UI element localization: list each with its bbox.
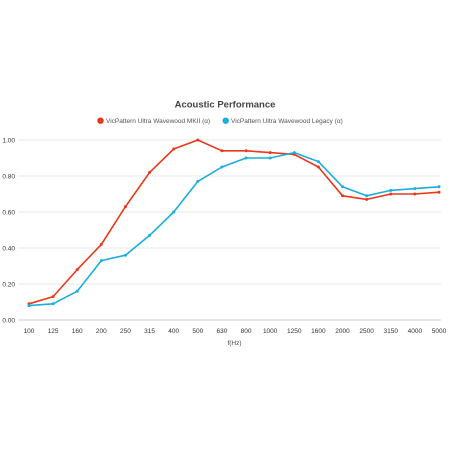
data-point: [268, 151, 272, 155]
data-point: [437, 190, 441, 194]
data-point: [99, 242, 103, 246]
x-tick-label: 400: [168, 328, 179, 335]
series-line: [28, 151, 440, 307]
gridlines: [18, 139, 441, 321]
x-tick-label: 250: [120, 328, 131, 335]
data-point: [196, 179, 200, 183]
legend-marker-legacy: [222, 117, 229, 124]
x-tick-label: 4000: [408, 328, 423, 335]
data-point: [365, 194, 369, 198]
data-point: [51, 295, 55, 299]
chart-legend: VicPattern Ultra Wavewood MKII (α) VicPa…: [97, 117, 343, 125]
data-point: [220, 165, 224, 169]
data-point: [196, 138, 200, 142]
x-tick-label: 2000: [335, 328, 350, 335]
y-tick-label: 0.00: [2, 317, 15, 324]
x-tick-label: 200: [96, 328, 107, 335]
data-point: [341, 185, 345, 189]
data-point: [99, 259, 103, 263]
series-layer: [27, 138, 441, 308]
legend-label-legacy: VicPattern Ultra Wavewood Legacy (α): [231, 118, 343, 125]
data-point: [172, 210, 176, 214]
y-tick-label: 0.80: [2, 173, 15, 180]
x-tick-label: 500: [192, 328, 203, 335]
x-tick-label: 125: [48, 328, 59, 335]
x-axis-title: f(Hz): [227, 340, 241, 347]
x-tick-label: 5000: [432, 328, 447, 335]
data-point: [244, 149, 248, 153]
data-point: [123, 253, 127, 257]
y-tick-label: 0.40: [2, 245, 15, 252]
y-tick-label: 0.60: [2, 209, 15, 216]
y-axis-ticks: 0.00 0.20 0.40 0.60 0.80 1.00: [2, 137, 15, 324]
data-point: [27, 304, 31, 308]
data-point: [123, 205, 127, 209]
x-tick-label: 100: [24, 328, 35, 335]
y-tick-label: 1.00: [2, 137, 15, 144]
series-1: [27, 151, 441, 308]
data-point: [413, 192, 417, 196]
data-point: [268, 156, 272, 160]
x-axis-ticks: 100 125 160 200 250 315 400 500 630 800 1000 1250 16…: [24, 328, 447, 335]
data-point: [75, 289, 79, 293]
x-tick-label: 3150: [384, 328, 399, 335]
y-tick-label: 0.20: [2, 281, 15, 288]
x-tick-label: 160: [72, 328, 83, 335]
data-point: [316, 160, 320, 164]
legend-marker-mkii: [97, 117, 104, 124]
legend-label-mkii: VicPattern Ultra Wavewood MKII (α): [106, 118, 210, 125]
series-line: [28, 139, 440, 305]
x-tick-label: 1600: [311, 328, 326, 335]
data-point: [437, 185, 441, 189]
data-point: [292, 151, 296, 155]
series-0: [27, 138, 441, 306]
data-point: [413, 187, 417, 191]
data-point: [75, 268, 79, 272]
x-tick-label: 1250: [287, 328, 302, 335]
data-point: [365, 197, 369, 201]
data-point: [389, 192, 393, 196]
x-tick-label: 630: [217, 328, 228, 335]
data-point: [316, 165, 320, 169]
data-point: [51, 302, 55, 306]
data-point: [172, 147, 176, 151]
data-point: [341, 194, 345, 198]
data-point: [148, 233, 152, 237]
chart-title: Acoustic Performance: [175, 100, 276, 111]
x-tick-label: 1000: [263, 328, 278, 335]
data-point: [148, 170, 152, 174]
data-point: [244, 156, 248, 160]
x-tick-label: 2500: [359, 328, 374, 335]
x-tick-label: 315: [144, 328, 155, 335]
x-tick-label: 800: [241, 328, 252, 335]
data-point: [220, 149, 224, 153]
data-point: [389, 188, 393, 192]
